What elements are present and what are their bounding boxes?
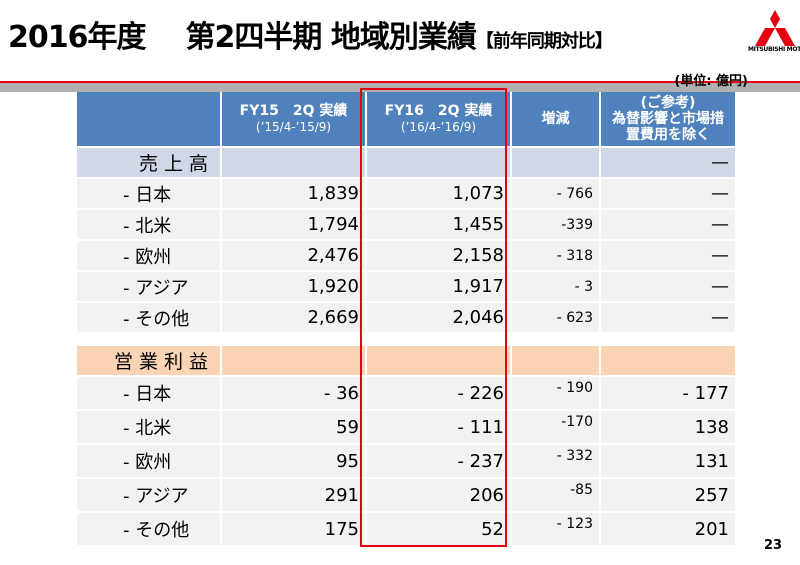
table-row: - 日本 - 36- 226- 190- 177 xyxy=(77,377,735,409)
reference-value: — xyxy=(601,272,735,301)
change-value: -339 xyxy=(512,210,599,239)
region-label: - アジア xyxy=(77,272,220,301)
change-value: - 766 xyxy=(512,179,599,208)
fy15-value: 2,669 xyxy=(222,303,365,332)
fy15-value: 2,476 xyxy=(222,241,365,270)
page-number: 23 xyxy=(764,538,783,553)
change-value: -85 xyxy=(512,479,599,511)
header-reference: (ご参考) 為替影響と市場措置費用を除く xyxy=(601,92,735,146)
unit-label: (単位: 億円) xyxy=(674,74,748,89)
change-value: - 190 xyxy=(512,377,599,409)
fy15-value: 95 xyxy=(222,445,365,477)
reference-value: 131 xyxy=(601,445,735,477)
table-row: - アジア 291 206 -85 257 xyxy=(77,479,735,511)
header-row: FY15 2Q 実績 (’15/4-’15/9) FY16 2Q 実績 (’16/4… xyxy=(77,92,735,146)
fy16-value: 2,158 xyxy=(367,241,510,270)
fy15-value: 175 xyxy=(222,513,365,545)
table-row: - その他 175 52- 123 201 xyxy=(77,513,735,545)
region-label: - アジア xyxy=(77,479,220,511)
fy16-value: 1,073 xyxy=(367,179,510,208)
table-row: - その他 2,669 2,046- 623— xyxy=(77,303,735,332)
reference-value: 201 xyxy=(601,513,735,545)
region-label: - その他 xyxy=(77,513,220,545)
fy16-value: - 226 xyxy=(367,377,510,409)
title-main: 第2四半期 地域別業績 xyxy=(185,20,477,55)
mitsubishi-logo: MITSUBISHI MOTORS xyxy=(748,10,800,53)
change-value: -170 xyxy=(512,411,599,443)
fy16-value: 2,046 xyxy=(367,303,510,332)
table-row: - 日本 1,839 1,073- 766— xyxy=(77,179,735,208)
reference-value: — xyxy=(601,179,735,208)
reference-value: - 177 xyxy=(601,377,735,409)
fy16-value: 52 xyxy=(367,513,510,545)
reference-value: 138 xyxy=(601,411,735,443)
fy16-value: 206 xyxy=(367,479,510,511)
fy15-value: 1,920 xyxy=(222,272,365,301)
region-label: - その他 xyxy=(77,303,220,332)
table-row: - 北米 59- 111 -170 138 xyxy=(77,411,735,443)
header-divider xyxy=(0,81,800,83)
section-spacer xyxy=(77,334,735,344)
change-value: - 318 xyxy=(512,241,599,270)
table-row: - 欧州 95- 237- 332 131 xyxy=(77,445,735,477)
title-year: 2016年度 xyxy=(8,20,146,55)
header-fy16: FY16 2Q 実績 (’16/4-’16/9) xyxy=(367,92,510,146)
region-label: - 北米 xyxy=(77,411,220,443)
region-label: - 日本 xyxy=(77,179,220,208)
header-change: 増減 xyxy=(512,92,599,146)
fy16-value: - 237 xyxy=(367,445,510,477)
section-row: 営業利益 xyxy=(77,346,735,375)
change-value: - 332 xyxy=(512,445,599,477)
reference-value: — xyxy=(601,303,735,332)
three-diamonds-icon xyxy=(755,10,795,46)
change-value: - 123 xyxy=(512,513,599,545)
region-label: - 欧州 xyxy=(77,445,220,477)
section-ref xyxy=(601,346,735,375)
fy16-value: - 111 xyxy=(367,411,510,443)
change-value: - 623 xyxy=(512,303,599,332)
fy16-value: 1,917 xyxy=(367,272,510,301)
header-fy15: FY15 2Q 実績 (’15/4-’15/9) xyxy=(222,92,365,146)
header-blank xyxy=(77,92,220,146)
fy16-highlight-box xyxy=(360,88,507,547)
section-label: 営業利益 xyxy=(77,346,220,375)
table-row: - 北米 1,794 1,455 -339— xyxy=(77,210,735,239)
fy15-value: - 36 xyxy=(222,377,365,409)
reference-value: 257 xyxy=(601,479,735,511)
fy15-value: 291 xyxy=(222,479,365,511)
section-row: 売上高 — xyxy=(77,148,735,177)
logo-text: MITSUBISHI MOTORS xyxy=(748,46,800,53)
change-value: - 3 xyxy=(512,272,599,301)
section-label: 売上高 xyxy=(77,148,220,177)
fy15-value: 1,794 xyxy=(222,210,365,239)
table-row: - 欧州 2,476 2,158- 318— xyxy=(77,241,735,270)
region-label: - 日本 xyxy=(77,377,220,409)
fy16-value: 1,455 xyxy=(367,210,510,239)
table-row: - アジア 1,920 1,917- 3— xyxy=(77,272,735,301)
title-sub: 【前年同期対比】 xyxy=(475,31,613,52)
section-ref: — xyxy=(601,148,735,177)
reference-value: — xyxy=(601,241,735,270)
region-label: - 欧州 xyxy=(77,241,220,270)
regional-results-table: FY15 2Q 実績 (’15/4-’15/9) FY16 2Q 実績 (’16/4… xyxy=(75,90,737,547)
fy15-value: 59 xyxy=(222,411,365,443)
fy15-value: 1,839 xyxy=(222,179,365,208)
page-title: 2016年度 第2四半期 地域別業績【前年同期対比】 xyxy=(8,12,613,56)
region-label: - 北米 xyxy=(77,210,220,239)
header-band xyxy=(0,83,800,92)
reference-value: — xyxy=(601,210,735,239)
